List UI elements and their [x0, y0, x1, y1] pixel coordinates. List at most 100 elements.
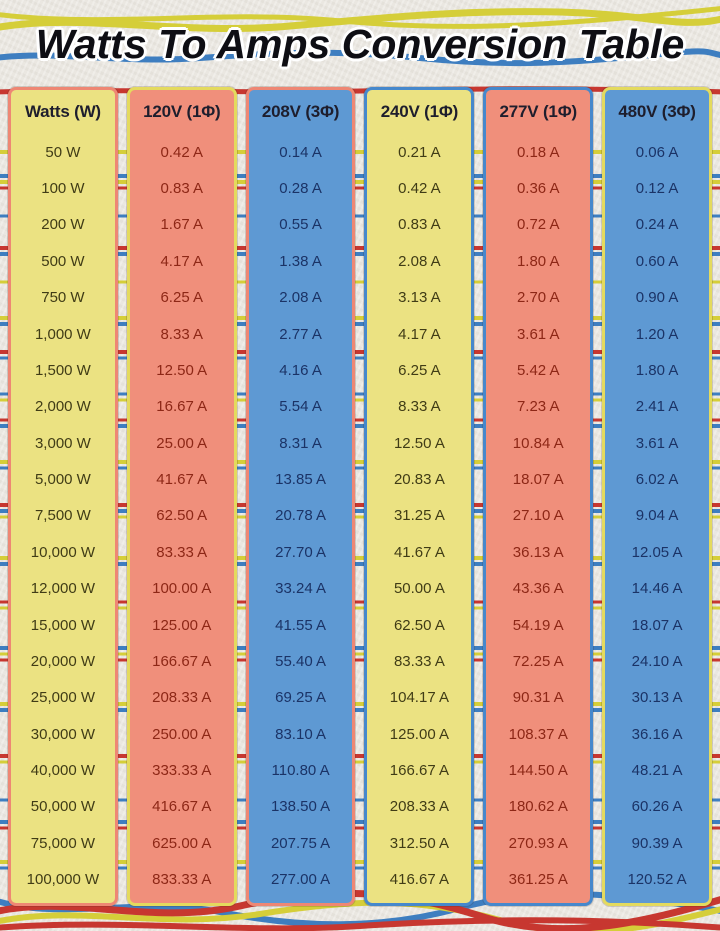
table-cell: 333.33 A: [152, 762, 212, 780]
table-cell: 0.12 A: [635, 180, 679, 198]
table-cell: 0.24 A: [635, 216, 679, 234]
table-cell: 108.37 A: [508, 725, 568, 743]
column-header: 240V (1Φ): [380, 102, 459, 121]
table-cell: 50,000 W: [30, 798, 96, 816]
table-cell: 120.52 A: [627, 871, 687, 889]
column-header: 208V (3Φ): [261, 102, 340, 121]
table-cell: 3.61 A: [635, 434, 679, 452]
table-cell: 1.38 A: [279, 252, 322, 270]
table-cell: 69.25 A: [275, 689, 327, 707]
table-cell: 8.31 A: [279, 434, 322, 452]
table-cell: 312.50 A: [389, 834, 450, 852]
table-cell: 0.55 A: [279, 216, 322, 234]
table-cell: 0.18 A: [516, 143, 560, 161]
table-cell: 0.36 A: [516, 180, 560, 198]
table-cell: 75,000 W: [30, 834, 96, 852]
table-cell: 4.16 A: [279, 361, 322, 379]
table-cell: 43.36 A: [512, 580, 564, 598]
table-cell: 2.70 A: [516, 289, 560, 307]
column-body: 0.18 A 0.36 A 0.72 A 1.80 A 2.70 A 3.61 A 5.42…: [486, 134, 590, 903]
table-cell: 200 W: [41, 216, 85, 234]
table-cell: 12.05 A: [631, 543, 683, 561]
table-cell: 48.21 A: [631, 762, 683, 780]
table-cell: 10.84 A: [512, 434, 564, 452]
table-cell: 166.67 A: [389, 762, 450, 780]
table-cell: 20.78 A: [275, 507, 327, 525]
column-header: 277V (1Φ): [499, 102, 578, 121]
conversion-table: Watts (W) 50 W 100 W 200 W 500 W 750 W 1,000 W…: [8, 87, 712, 906]
table-cell: 90.31 A: [512, 689, 564, 707]
table-cell: 60.26 A: [631, 798, 683, 816]
table-cell: 8.33 A: [160, 325, 204, 343]
table-cell: 31.25 A: [393, 507, 445, 525]
table-cell: 625.00 A: [152, 834, 212, 852]
page-title: Watts To Amps Conversion Table: [35, 21, 685, 67]
table-cell: 0.42 A: [160, 143, 204, 161]
table-cell: 30.13 A: [631, 689, 683, 707]
column-body: 0.21 A 0.42 A 0.83 A 2.08 A 3.13 A 4.17 A 6.25…: [367, 134, 471, 903]
table-cell: 0.72 A: [516, 216, 560, 234]
table-cell: 6.02 A: [635, 471, 679, 489]
table-cell: 12,000 W: [30, 580, 96, 598]
table-cell: 416.67 A: [152, 798, 212, 816]
table-cell: 0.06 A: [635, 143, 679, 161]
table-cell: 100 W: [41, 180, 85, 198]
table-cell: 18.07 A: [512, 471, 564, 489]
column-body: 0.14 A 0.28 A 0.55 A 1.38 A 2.08 A 2.77 A 4.16…: [249, 134, 353, 903]
table-cell: 7.23 A: [516, 398, 560, 416]
column-body: 0.42 A 0.83 A 1.67 A 4.17 A 6.25 A 8.33 A 12.5…: [130, 134, 234, 903]
table-cell: 100.00 A: [152, 580, 212, 598]
table-cell: 0.28 A: [279, 180, 322, 198]
table-cell: 18.07 A: [631, 616, 683, 634]
table-cell: 72.25 A: [512, 652, 564, 670]
table-cell: 50.00 A: [393, 580, 445, 598]
table-cell: 1.80 A: [516, 252, 560, 270]
table-cell: 100,000 W: [26, 871, 100, 889]
table-cell: 25.00 A: [156, 434, 208, 452]
table-cell: 41.67 A: [393, 543, 445, 561]
table-cell: 83.33 A: [393, 652, 445, 670]
table-cell: 6.25 A: [160, 289, 204, 307]
table-cell: 10,000 W: [30, 543, 96, 561]
table-column: 120V (1Φ) 0.42 A 0.83 A 1.67 A 4.17 A 6.25 A 8…: [126, 87, 237, 906]
column-header: 480V (3Φ): [618, 102, 696, 121]
table-cell: 110.80 A: [271, 762, 330, 780]
table-cell: 1,000 W: [34, 325, 91, 343]
table-cell: 12.50 A: [156, 361, 208, 379]
table-cell: 104.17 A: [389, 689, 450, 707]
table-cell: 1.67 A: [160, 216, 204, 234]
table-cell: 8.33 A: [398, 398, 441, 416]
table-cell: 0.42 A: [398, 180, 441, 198]
table-cell: 41.67 A: [156, 471, 208, 489]
table-cell: 55.40 A: [275, 652, 327, 670]
table-cell: 208.33 A: [152, 689, 212, 707]
table-cell: 36.16 A: [631, 725, 683, 743]
table-cell: 13.85 A: [275, 471, 327, 489]
table-cell: 1.20 A: [635, 325, 679, 343]
table-cell: 14.46 A: [631, 580, 683, 598]
table-cell: 207.75 A: [270, 834, 331, 852]
table-cell: 1,500 W: [34, 361, 91, 379]
table-cell: 5,000 W: [34, 471, 91, 489]
table-cell: 2.08 A: [279, 289, 322, 307]
table-cell: 6.25 A: [398, 361, 441, 379]
table-cell: 62.50 A: [393, 616, 445, 634]
table-cell: 833.33 A: [152, 871, 212, 889]
table-cell: 27.10 A: [512, 507, 564, 525]
table-cell: 2.41 A: [635, 398, 679, 416]
table-cell: 15,000 W: [30, 616, 96, 634]
table-cell: 83.10 A: [275, 725, 327, 743]
table-cell: 30,000 W: [30, 725, 96, 743]
table-cell: 270.93 A: [508, 834, 568, 852]
table-cell: 750 W: [41, 289, 85, 307]
table-cell: 3.13 A: [398, 289, 441, 307]
table-cell: 41.55 A: [275, 616, 327, 634]
table-cell: 3,000 W: [34, 434, 91, 452]
table-cell: 9.04 A: [635, 507, 679, 525]
table-cell: 500 W: [41, 252, 85, 270]
column-body: 0.06 A 0.12 A 0.24 A 0.60 A 0.90 A 1.20 A 1.80…: [605, 134, 709, 903]
table-cell: 40,000 W: [30, 762, 96, 780]
table-cell: 138.50 A: [270, 798, 331, 816]
table-cell: 0.14 A: [279, 143, 322, 161]
table-cell: 83.33 A: [156, 543, 208, 561]
